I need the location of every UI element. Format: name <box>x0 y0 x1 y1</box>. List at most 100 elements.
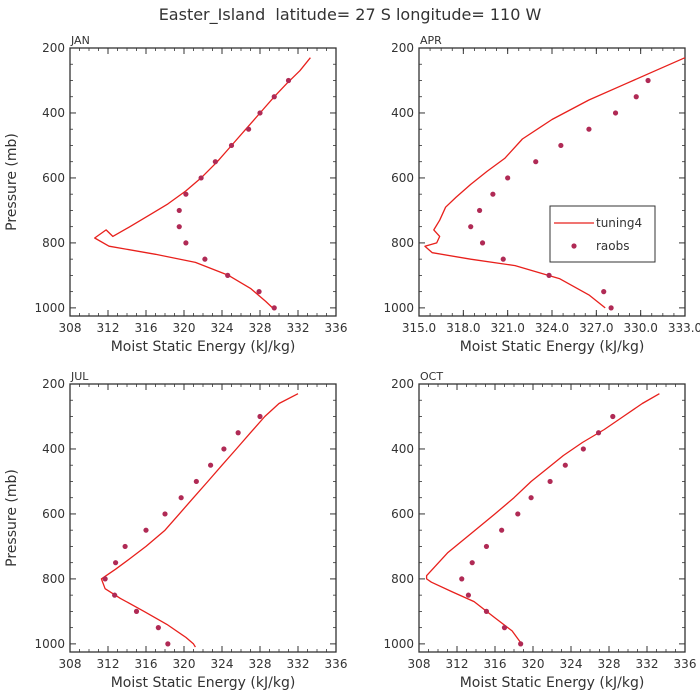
data-point-raobs <box>479 240 486 246</box>
x-tick-label: 315.0 <box>402 321 436 335</box>
plot-frame <box>69 383 337 653</box>
data-point-raobs <box>133 608 140 614</box>
x-tick-label: 324 <box>211 657 234 671</box>
data-point-raobs <box>501 625 508 631</box>
data-point-raobs <box>176 224 182 230</box>
data-point-raobs <box>113 560 119 566</box>
data-point-raobs <box>285 77 292 84</box>
data-point-raobs <box>633 94 639 100</box>
y-tick-label: 800 <box>391 572 414 586</box>
y-tick-label: 800 <box>42 572 65 586</box>
data-point-raobs <box>257 110 263 116</box>
panel-apr: APR 315.0 318.0 321.0 324.0 327.0 330.0 333.0 20… <box>383 34 700 355</box>
data-point-raobs <box>183 191 189 197</box>
data-point-raobs <box>193 478 199 485</box>
data-point-raobs <box>225 272 231 278</box>
data-point-raobs <box>465 592 471 598</box>
y-tick-label: 600 <box>42 507 65 521</box>
data-point-raobs <box>176 207 182 214</box>
y-tick-label: 1000 <box>383 637 414 651</box>
data-point-raobs <box>198 175 204 181</box>
y-tick-label: 400 <box>391 106 414 120</box>
data-point-raobs <box>221 446 227 452</box>
x-tick-label: 320 <box>522 657 545 671</box>
data-point-raobs <box>476 207 483 214</box>
x-tick-label: 328 <box>249 321 272 335</box>
y-tick-label: 200 <box>391 41 414 55</box>
series-line-tuning4 <box>94 57 311 310</box>
x-tick-label: 316 <box>135 321 158 335</box>
data-point-raobs <box>490 191 496 197</box>
x-tick-label: 330.0 <box>623 321 657 335</box>
panel-label: APR <box>420 34 442 47</box>
data-point-raobs <box>580 446 586 452</box>
x-tick-label: 320 <box>173 321 196 335</box>
y-tick-label: 600 <box>391 507 414 521</box>
x-tick-label: 328 <box>598 657 621 671</box>
legend-box <box>549 205 656 263</box>
y-tick-label: 600 <box>391 171 414 185</box>
data-point-raobs <box>499 527 505 533</box>
y-tick-label: 200 <box>391 377 414 391</box>
data-point-raobs <box>122 543 128 550</box>
y-tick-label: 1000 <box>34 301 65 315</box>
data-point-raobs <box>165 641 171 647</box>
data-point-raobs <box>246 126 252 132</box>
data-point-raobs <box>547 478 553 485</box>
y-tick-label: 1000 <box>34 637 65 651</box>
y-tick-label: 400 <box>42 442 65 456</box>
data-point-raobs <box>515 511 521 517</box>
y-tick-label: 400 <box>42 106 65 120</box>
data-point-raobs <box>558 142 564 149</box>
y-tick-label: 200 <box>42 41 65 55</box>
y-tick-label: 800 <box>391 236 414 250</box>
x-tick-label: 332 <box>636 657 659 671</box>
y-axis-label: Pressure (mb) <box>4 133 20 231</box>
data-point-raobs <box>533 159 539 165</box>
data-point-raobs <box>601 289 607 295</box>
x-tick-label: 316 <box>484 657 507 671</box>
data-point-raobs <box>143 527 149 533</box>
x-tick-label: 312 <box>97 657 120 671</box>
y-tick-label: 800 <box>42 236 65 250</box>
plot-frame <box>69 47 337 317</box>
data-point-raobs <box>612 110 619 116</box>
legend-marker-label: raobs <box>596 239 630 253</box>
x-axis-label: Moist Static Energy (kJ/kg) <box>111 339 296 355</box>
x-tick-label: 321.0 <box>490 321 524 335</box>
data-point-raobs <box>468 224 474 230</box>
x-axis-label: Moist Static Energy (kJ/kg) <box>460 339 645 355</box>
data-point-raobs <box>518 641 524 647</box>
data-point-raobs <box>228 142 235 149</box>
data-point-raobs <box>483 543 490 550</box>
x-tick-label: 308 <box>59 657 82 671</box>
x-tick-label: 308 <box>59 321 82 335</box>
data-point-raobs <box>208 462 214 468</box>
data-point-raobs <box>528 495 534 501</box>
data-point-raobs <box>155 625 161 631</box>
data-point-raobs <box>459 576 465 582</box>
data-point-raobs <box>271 305 277 311</box>
data-point-raobs <box>183 240 189 246</box>
x-tick-label: 324.0 <box>535 321 569 335</box>
x-tick-label: 336 <box>674 657 697 671</box>
panel-label: JAN <box>70 34 90 47</box>
legend-line-label: tuning4 <box>596 216 642 230</box>
series-line-tuning4 <box>424 57 686 309</box>
data-point-raobs <box>178 495 184 501</box>
y-tick-label: 400 <box>391 442 414 456</box>
x-tick-label: 316 <box>135 657 158 671</box>
data-point-raobs <box>595 430 602 436</box>
panel-label: OCT <box>420 370 443 383</box>
series-line-tuning4 <box>100 393 299 648</box>
data-point-raobs <box>586 126 592 132</box>
data-point-raobs <box>645 77 651 84</box>
chart-title: Easter_Island latitude= 27 S longitude= … <box>159 5 542 25</box>
x-tick-label: 336 <box>325 321 348 335</box>
x-tick-label: 332 <box>287 321 310 335</box>
x-axis-label: Moist Static Energy (kJ/kg) <box>460 675 645 691</box>
data-point-raobs <box>608 305 614 311</box>
data-point-raobs <box>546 272 552 278</box>
x-axis-label: Moist Static Energy (kJ/kg) <box>111 675 296 691</box>
